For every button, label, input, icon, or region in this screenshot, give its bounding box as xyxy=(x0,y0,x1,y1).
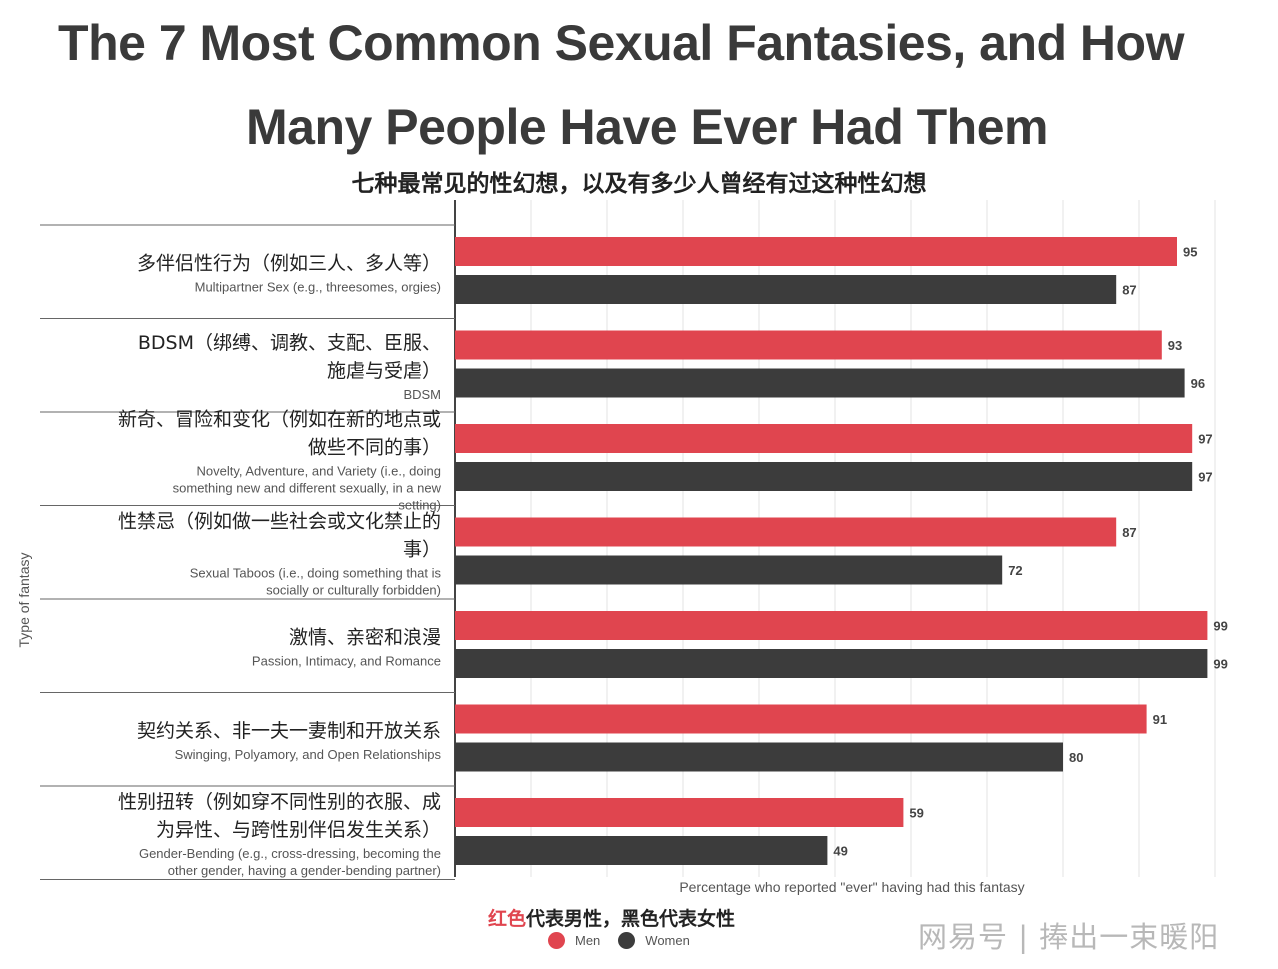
bar-men xyxy=(455,237,1177,266)
data-label-women: 97 xyxy=(1198,470,1212,485)
bar-men xyxy=(455,611,1208,640)
chart-subtitle-chinese: 七种最常见的性幻想，以及有多少人曾经有过这种性幻想 xyxy=(351,171,927,197)
category-label-zh: BDSM（绑缚、调教、支配、臣服、 xyxy=(138,332,441,354)
bar-chart: 95 87 93 96 97 97 87 72 99 99 91 80 59 49 多伴侣性行为（例如三人… xyxy=(16,200,1228,895)
category-label-en: socially or culturally forbidden) xyxy=(266,582,441,597)
chart-title-line-2: Many People Have Ever Had Them xyxy=(246,99,1048,155)
category-label-en: Gender-Bending (e.g., cross-dressing, be… xyxy=(139,846,441,861)
category-label-zh: 契约关系、非一夫一妻制和开放关系 xyxy=(137,720,441,742)
legend-swatch-women xyxy=(618,932,636,949)
bar-women xyxy=(455,462,1193,491)
legend-note-text-2: 代表女性 xyxy=(659,908,736,930)
bar-women xyxy=(455,836,828,865)
category-label-zh: 性别扭转（例如穿不同性别的衣服、成 xyxy=(118,791,441,813)
legend-note-red: 红色 xyxy=(488,908,527,930)
data-label-men: 93 xyxy=(1168,338,1182,353)
category-label-zh: 施虐与受虐） xyxy=(327,360,441,382)
data-label-men: 99 xyxy=(1213,619,1227,634)
legend-label-women: Women xyxy=(645,933,690,948)
legend-label-men: Men xyxy=(575,933,601,948)
category-label-en: Passion, Intimacy, and Romance xyxy=(252,653,441,668)
bar-women xyxy=(455,742,1063,772)
data-label-women: 99 xyxy=(1213,657,1227,672)
bar-men xyxy=(455,330,1162,360)
watermark: 网易号 | 捧出一束暖阳 xyxy=(918,920,1220,954)
bar-women xyxy=(455,368,1185,398)
data-label-women: 96 xyxy=(1191,376,1205,391)
y-axis-title: Type of fantasy xyxy=(16,553,32,648)
category-labels: 多伴侣性行为（例如三人、多人等） Multipartner Sex (e.g., … xyxy=(118,252,442,878)
category-label-en: something new and different sexually, in… xyxy=(173,480,442,495)
bars: 95 87 93 96 97 97 87 72 99 99 91 80 59 49 xyxy=(455,237,1228,865)
data-label-women: 80 xyxy=(1069,750,1083,765)
bar-women xyxy=(455,555,1003,585)
bar-women xyxy=(455,275,1117,304)
category-label-en: Multipartner Sex (e.g., threesomes, orgi… xyxy=(195,279,441,294)
data-label-men: 87 xyxy=(1122,525,1136,540)
category-label-en: Sexual Taboos (i.e., doing something tha… xyxy=(190,565,442,580)
legend-note-text-1: 代表男性， xyxy=(526,908,622,930)
legend-note-chinese: 红色代表男性，黑色代表女性 xyxy=(488,904,735,931)
legend-item-men: Men xyxy=(548,932,600,949)
data-label-women: 72 xyxy=(1008,563,1022,578)
legend: Men Women xyxy=(548,932,708,949)
legend-note-black: 黑色 xyxy=(621,908,660,930)
category-label-zh: 多伴侣性行为（例如三人、多人等） xyxy=(137,252,441,274)
data-label-women: 87 xyxy=(1122,283,1136,298)
category-label-zh: 激情、亲密和浪漫 xyxy=(289,626,441,648)
category-label-en: BDSM xyxy=(403,387,441,402)
data-label-men: 97 xyxy=(1198,432,1212,447)
legend-item-women: Women xyxy=(618,932,690,949)
bar-men xyxy=(455,517,1117,547)
bar-women xyxy=(455,649,1208,678)
category-label-en: other gender, having a gender-bending pa… xyxy=(168,863,441,878)
x-axis-title: Percentage who reported "ever" having ha… xyxy=(679,879,1024,895)
data-label-men: 95 xyxy=(1183,245,1197,260)
bar-men xyxy=(455,704,1147,734)
category-label-en: setting) xyxy=(398,497,441,512)
bar-men xyxy=(455,424,1193,453)
data-label-women: 49 xyxy=(833,844,847,859)
legend-swatch-men xyxy=(548,932,565,949)
category-label-zh: 新奇、冒险和变化（例如在新的地点或 xyxy=(118,408,441,430)
category-label-zh: 性禁忌（例如做一些社会或文化禁止的 xyxy=(118,510,441,532)
data-label-men: 59 xyxy=(909,806,923,821)
bar-men xyxy=(455,798,904,827)
category-label-en: Swinging, Polyamory, and Open Relationsh… xyxy=(175,747,442,762)
category-label-zh: 事） xyxy=(403,538,441,560)
category-label-en: Novelty, Adventure, and Variety (i.e., d… xyxy=(197,463,442,478)
data-label-men: 91 xyxy=(1153,712,1167,727)
category-label-zh: 做些不同的事） xyxy=(308,436,441,458)
category-label-zh: 为异性、与跨性别伴侣发生关系） xyxy=(156,819,441,841)
chart-title-line-1: The 7 Most Common Sexual Fantasies, and … xyxy=(58,15,1184,71)
